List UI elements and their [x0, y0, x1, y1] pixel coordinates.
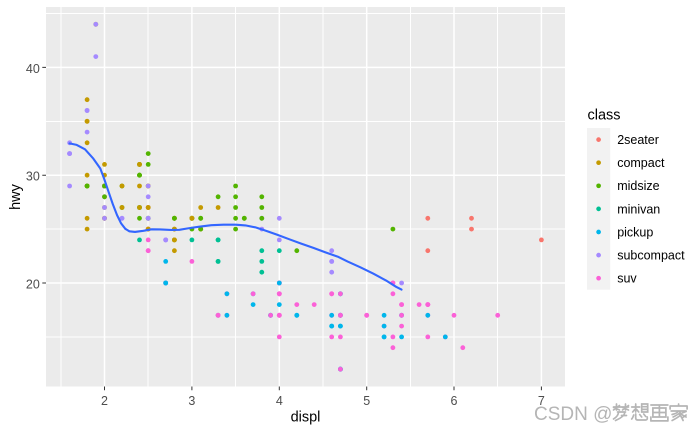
svg-text:40: 40	[26, 62, 40, 76]
svg-text:CSDN @: CSDN @	[534, 404, 612, 425]
svg-text:30: 30	[26, 170, 40, 184]
svg-text:7: 7	[538, 394, 545, 408]
svg-text:class: class	[588, 107, 621, 123]
svg-text:compact: compact	[617, 156, 665, 170]
svg-text:suv: suv	[617, 272, 637, 286]
svg-text:3: 3	[188, 394, 195, 408]
svg-text:5: 5	[363, 394, 370, 408]
svg-text:2seater: 2seater	[617, 133, 659, 147]
svg-text:20: 20	[26, 277, 40, 291]
svg-text:6: 6	[451, 394, 458, 408]
svg-text:2: 2	[101, 394, 108, 408]
svg-text:subcompact: subcompact	[617, 249, 685, 263]
svg-text:hwy: hwy	[8, 183, 24, 210]
svg-text:pickup: pickup	[617, 226, 653, 240]
svg-text:minivan: minivan	[617, 202, 660, 216]
svg-text:4: 4	[276, 394, 283, 408]
svg-text:midsize: midsize	[617, 179, 659, 193]
svg-text:displ: displ	[291, 410, 321, 426]
